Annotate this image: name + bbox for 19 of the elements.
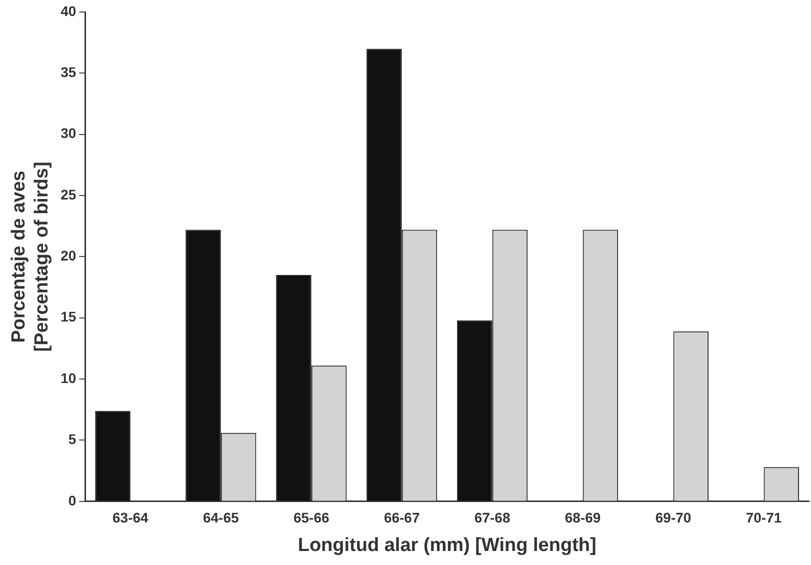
y-tick-label: 35: [60, 64, 76, 80]
x-tick-label: 63-64: [112, 510, 149, 526]
x-tick-label: 65-66: [293, 510, 330, 526]
x-axis-title: Longitud alar (mm) [Wing length]: [298, 534, 596, 556]
y-axis-title: Porcentaje de aves [Percentage of birds]: [8, 162, 52, 352]
y-tick-label: 5: [68, 431, 76, 448]
x-tick-label: 66-67: [384, 510, 420, 526]
y-tick-label: 20: [60, 248, 76, 264]
x-tick-label: 69-70: [655, 510, 692, 526]
x-tick-label: 67-68: [474, 510, 510, 526]
y-tick-label: 0: [68, 492, 76, 508]
y-tick-label: 25: [60, 186, 76, 202]
y-tick-label: 40: [60, 2, 76, 19]
y-tick-label: 15: [60, 308, 76, 325]
x-tick-label: 70-71: [746, 510, 782, 526]
x-tick-label: 68-69: [564, 510, 601, 526]
x-tick-label: 64-65: [202, 510, 240, 526]
y-tick-label: 30: [60, 125, 76, 142]
y-tick-label: 10: [60, 370, 76, 386]
